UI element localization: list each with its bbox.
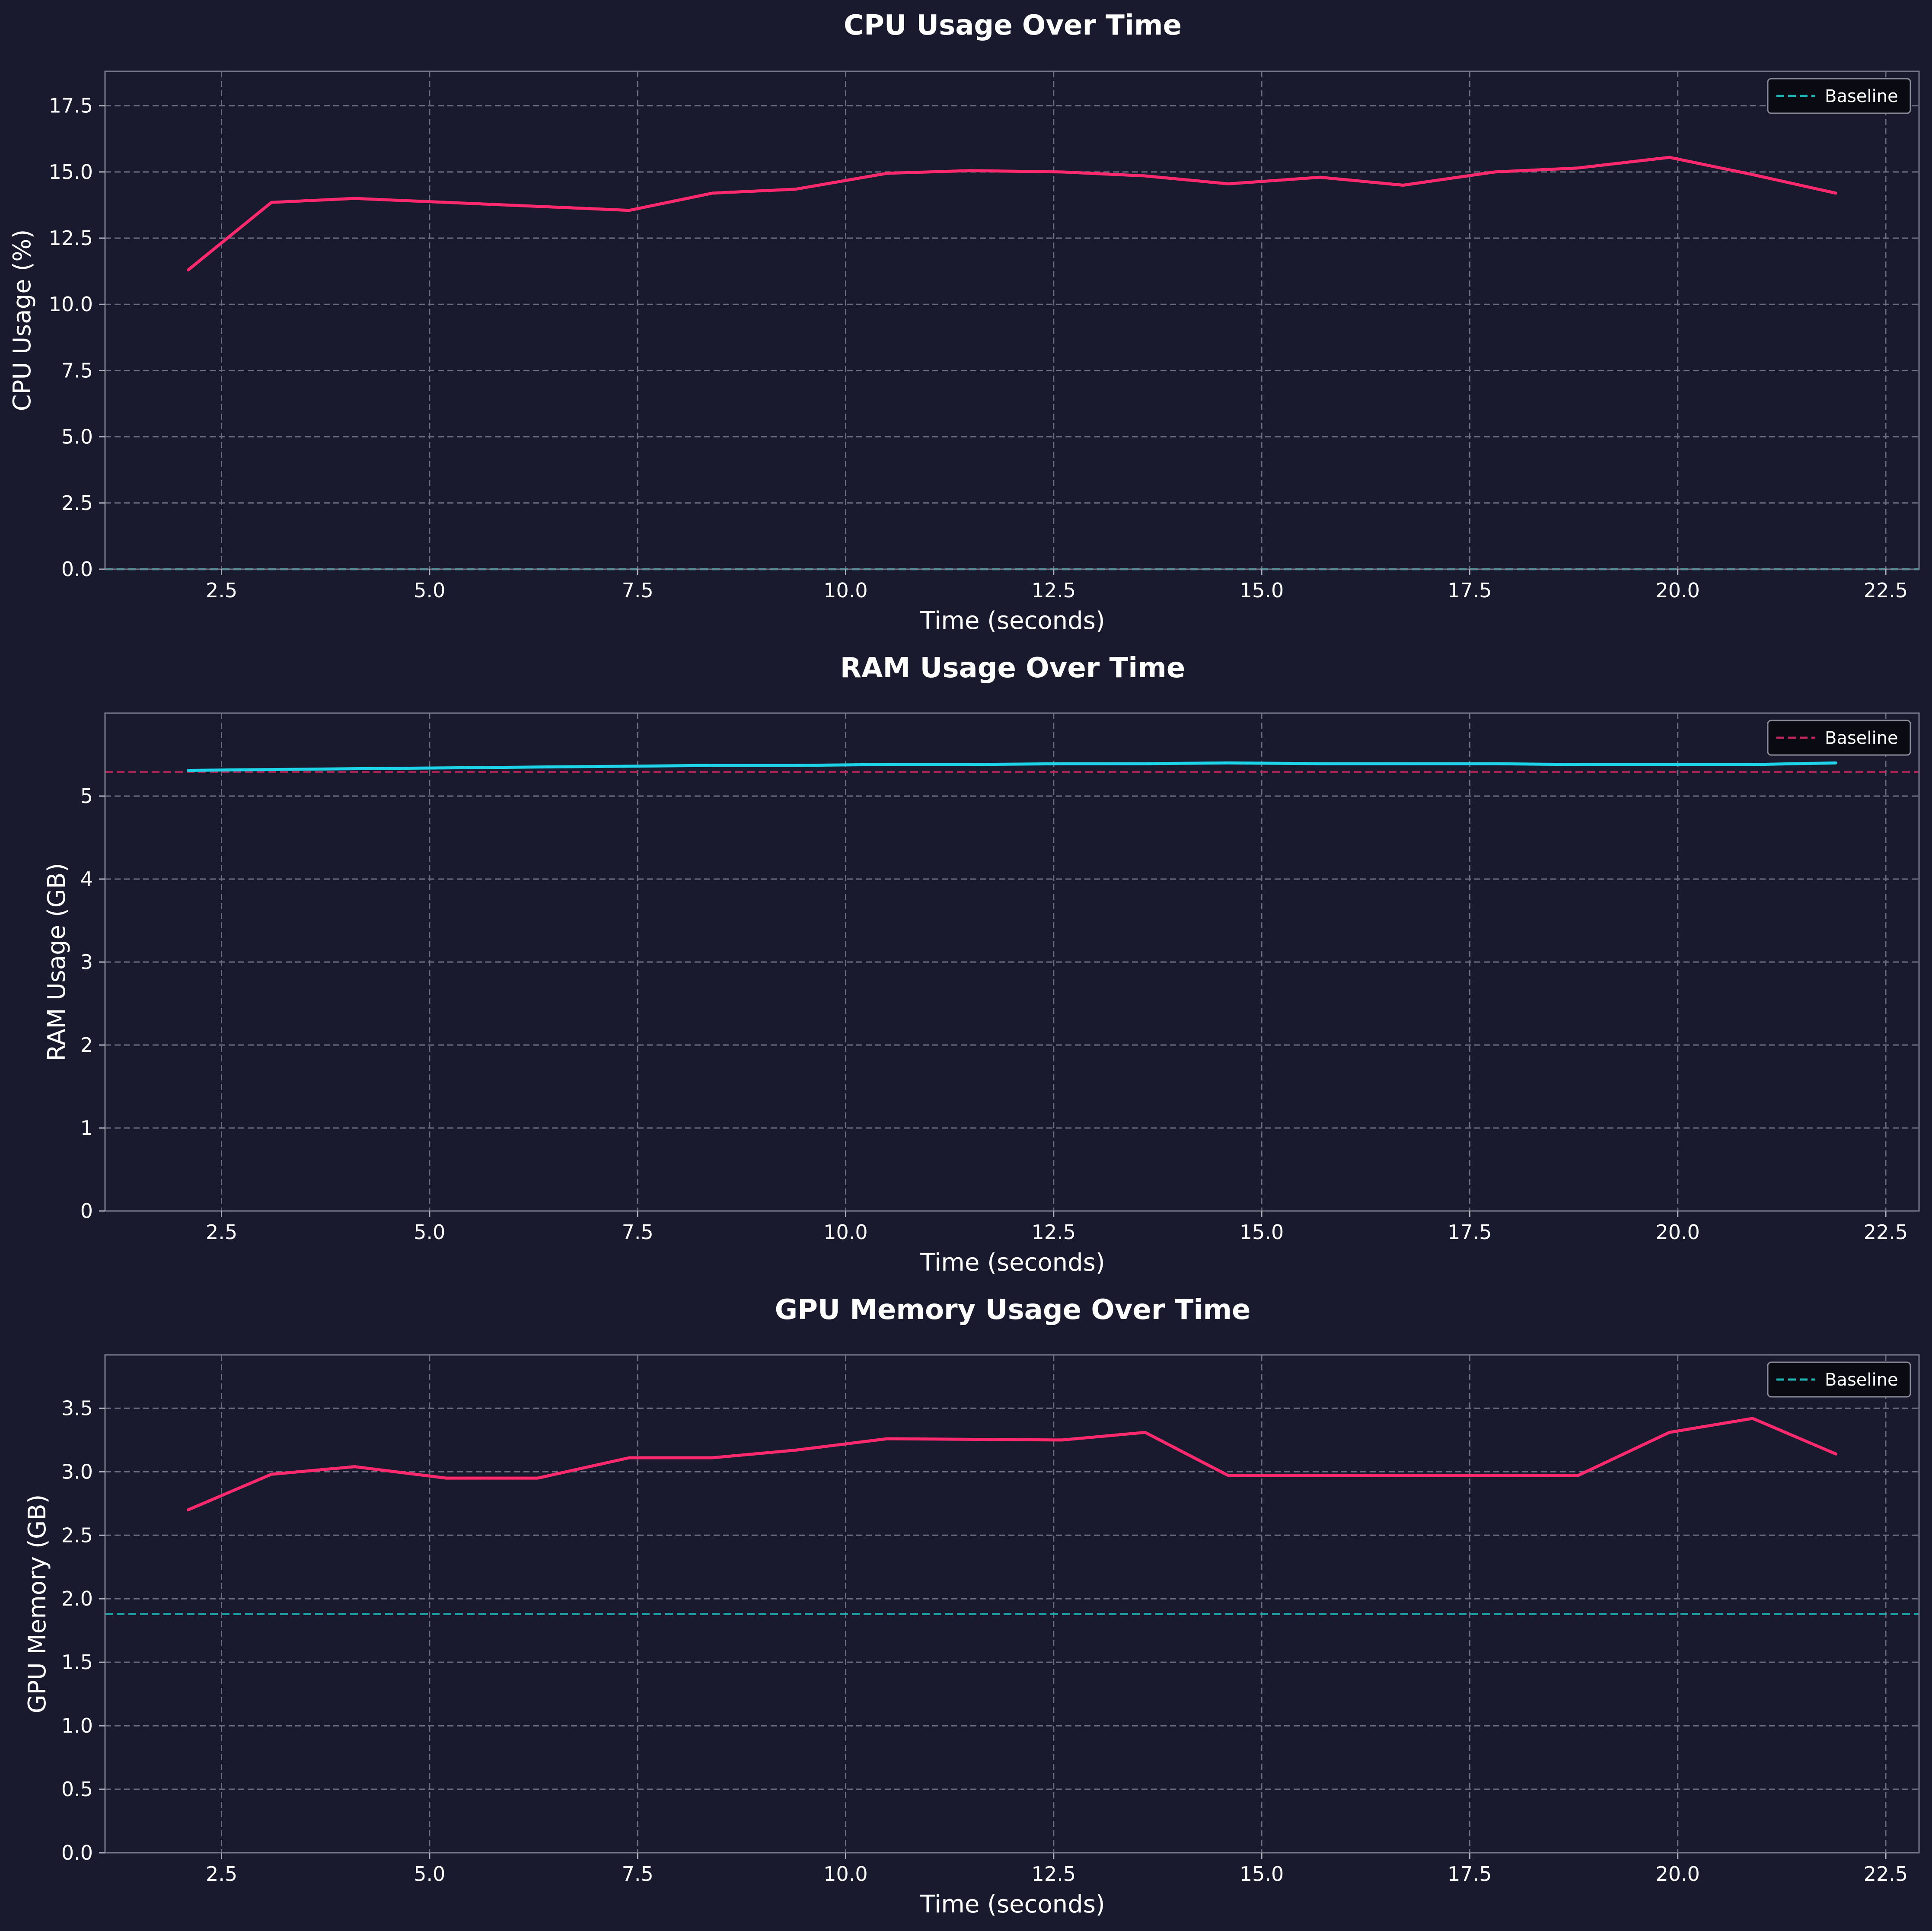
y-tick-label: 2.5 [61,491,93,515]
y-axis-label: CPU Usage (%) [8,229,36,411]
x-tick-label: 17.5 [1447,1220,1492,1244]
y-tick-label: 7.5 [61,359,93,382]
y-tick-label: 4 [80,867,93,891]
x-axis-label: Time (seconds) [920,1890,1105,1918]
y-tick-label: 0 [80,1199,93,1223]
series-layer [187,156,1837,272]
x-tick-label: 15.0 [1240,1220,1284,1244]
x-tick-label: 15.0 [1240,1862,1284,1886]
x-tick-label: 20.0 [1655,1862,1699,1886]
x-tick-label: 10.0 [823,1220,867,1244]
y-axis-label: RAM Usage (GB) [43,863,71,1061]
x-tick-label: 5.0 [414,1220,445,1244]
x-tick-label: 5.0 [414,1862,445,1886]
legend: Baseline [1767,720,1911,756]
x-tick-label: 2.5 [206,579,237,602]
plot-frame [104,1354,1920,1854]
gpu-memory-chart-panel: GPU Memory Usage Over Time 2.5 5.0 7.5 10.0… [23,1294,1920,1918]
y-tick-label: 3.0 [61,1460,93,1483]
legend-label: Baseline [1825,728,1898,748]
y-tick-label: 3.5 [61,1396,93,1420]
chart-title: CPU Usage Over Time [844,10,1182,41]
x-tick-label: 22.5 [1864,1220,1908,1244]
y-tick-label: 12.5 [49,226,93,250]
legend-box [1767,78,1911,114]
legend-label: Baseline [1825,1370,1898,1390]
x-tick-label: 10.0 [823,1862,867,1886]
x-tick-label: 12.5 [1032,1862,1076,1886]
x-tick-label: 17.5 [1447,579,1492,602]
y-tick-label: 0.5 [61,1778,93,1801]
y-axis-ticks: 0.0 0.5 1.0 1.5 2.0 2.5 3.0 3.5 [61,1396,105,1864]
x-tick-label: 5.0 [414,579,445,602]
y-tick-label: 1 [80,1116,93,1140]
y-axis-ticks: 0.0 2.5 5.0 7.5 10.0 12.5 15.0 17.5 [49,94,105,581]
y-tick-label: 0.0 [61,1841,93,1864]
x-tick-label: 7.5 [622,1220,654,1244]
y-tick-label: 2.5 [61,1523,93,1547]
x-tick-label: 2.5 [206,1220,237,1244]
y-tick-label: 17.5 [49,94,93,118]
legend: Baseline [1767,1361,1911,1398]
x-tick-label: 12.5 [1032,1220,1076,1244]
cpu-chart-panel: CPU Usage Over Time 2.5 5.0 7.5 10.0 12.5 15.… [8,10,1920,635]
x-tick-label: 7.5 [622,1862,654,1886]
legend-label: Baseline [1825,86,1898,106]
x-tick-label: 22.5 [1864,1862,1908,1886]
x-tick-label: 15.0 [1240,579,1284,602]
series-line [187,761,1837,772]
series-line [187,156,1837,272]
x-axis-ticks: 2.5 5.0 7.5 10.0 12.5 15.0 17.5 20.0 22.5 [206,1211,1908,1244]
y-tick-label: 5 [80,784,93,808]
y-tick-label: 10.0 [49,293,93,316]
y-tick-label: 3 [80,950,93,974]
x-tick-label: 7.5 [622,579,654,602]
y-tick-label: 2 [80,1033,93,1057]
x-axis-ticks: 2.5 5.0 7.5 10.0 12.5 15.0 17.5 20.0 22.5 [206,569,1908,602]
chart-title: GPU Memory Usage Over Time [775,1294,1251,1326]
y-tick-label: 2.0 [61,1587,93,1610]
legend-box [1767,720,1911,756]
legend: Baseline [1767,78,1911,114]
y-tick-label: 1.5 [61,1651,93,1674]
plot-frame [104,70,1920,570]
y-tick-label: 1.0 [61,1714,93,1737]
x-axis-label: Time (seconds) [920,1249,1105,1277]
x-tick-label: 12.5 [1032,579,1076,602]
y-tick-label: 5.0 [61,425,93,449]
y-tick-label: 0.0 [61,558,93,581]
y-axis-label: GPU Memory (GB) [23,1494,51,1713]
series-layer [187,761,1837,772]
x-tick-label: 20.0 [1655,1220,1699,1244]
x-tick-label: 2.5 [206,1862,237,1886]
x-tick-label: 20.0 [1655,579,1699,602]
series-layer [187,1417,1837,1511]
x-tick-label: 17.5 [1447,1862,1492,1886]
x-tick-label: 22.5 [1864,579,1908,602]
ram-chart-panel: RAM Usage Over Time 2.5 5.0 7.5 10.0 12.5 15.… [43,652,1920,1277]
legend-box [1767,1361,1911,1398]
x-tick-label: 10.0 [823,579,867,602]
chart-title: RAM Usage Over Time [840,652,1186,684]
series-line [187,1417,1837,1511]
x-axis-ticks: 2.5 5.0 7.5 10.0 12.5 15.0 17.5 20.0 22.5 [206,1853,1908,1886]
y-tick-label: 15.0 [49,160,93,184]
x-axis-label: Time (seconds) [920,607,1105,635]
y-axis-ticks: 0 1 2 3 4 5 [80,784,105,1223]
